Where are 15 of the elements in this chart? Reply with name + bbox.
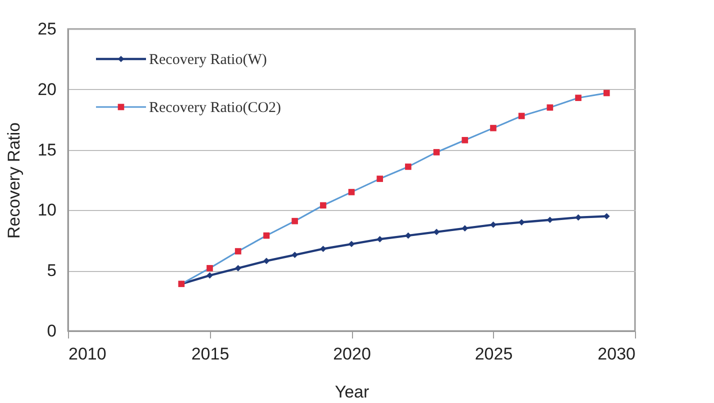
- x-tick-label: 2010: [68, 344, 106, 364]
- x-tick-label: 2030: [598, 344, 636, 364]
- x-axis-title: Year: [334, 382, 370, 402]
- y-tick-label: 5: [47, 261, 56, 280]
- y-axis-title: Recovery Ratio: [4, 122, 24, 239]
- y-tick-label: 15: [38, 140, 56, 160]
- x-tick-label: 2020: [333, 344, 371, 364]
- legend-label: Recovery Ratio(CO2): [149, 100, 282, 116]
- y-tick-label: 25: [38, 20, 56, 38]
- x-tick-label: 2015: [191, 344, 230, 364]
- y-tick-label: 10: [38, 200, 56, 220]
- x-tick-label: 2025: [474, 344, 513, 364]
- y-tick-label: 20: [38, 80, 56, 99]
- legend-label: Recovery Ratio(W): [149, 52, 267, 68]
- y-tick-label: 0: [47, 322, 56, 340]
